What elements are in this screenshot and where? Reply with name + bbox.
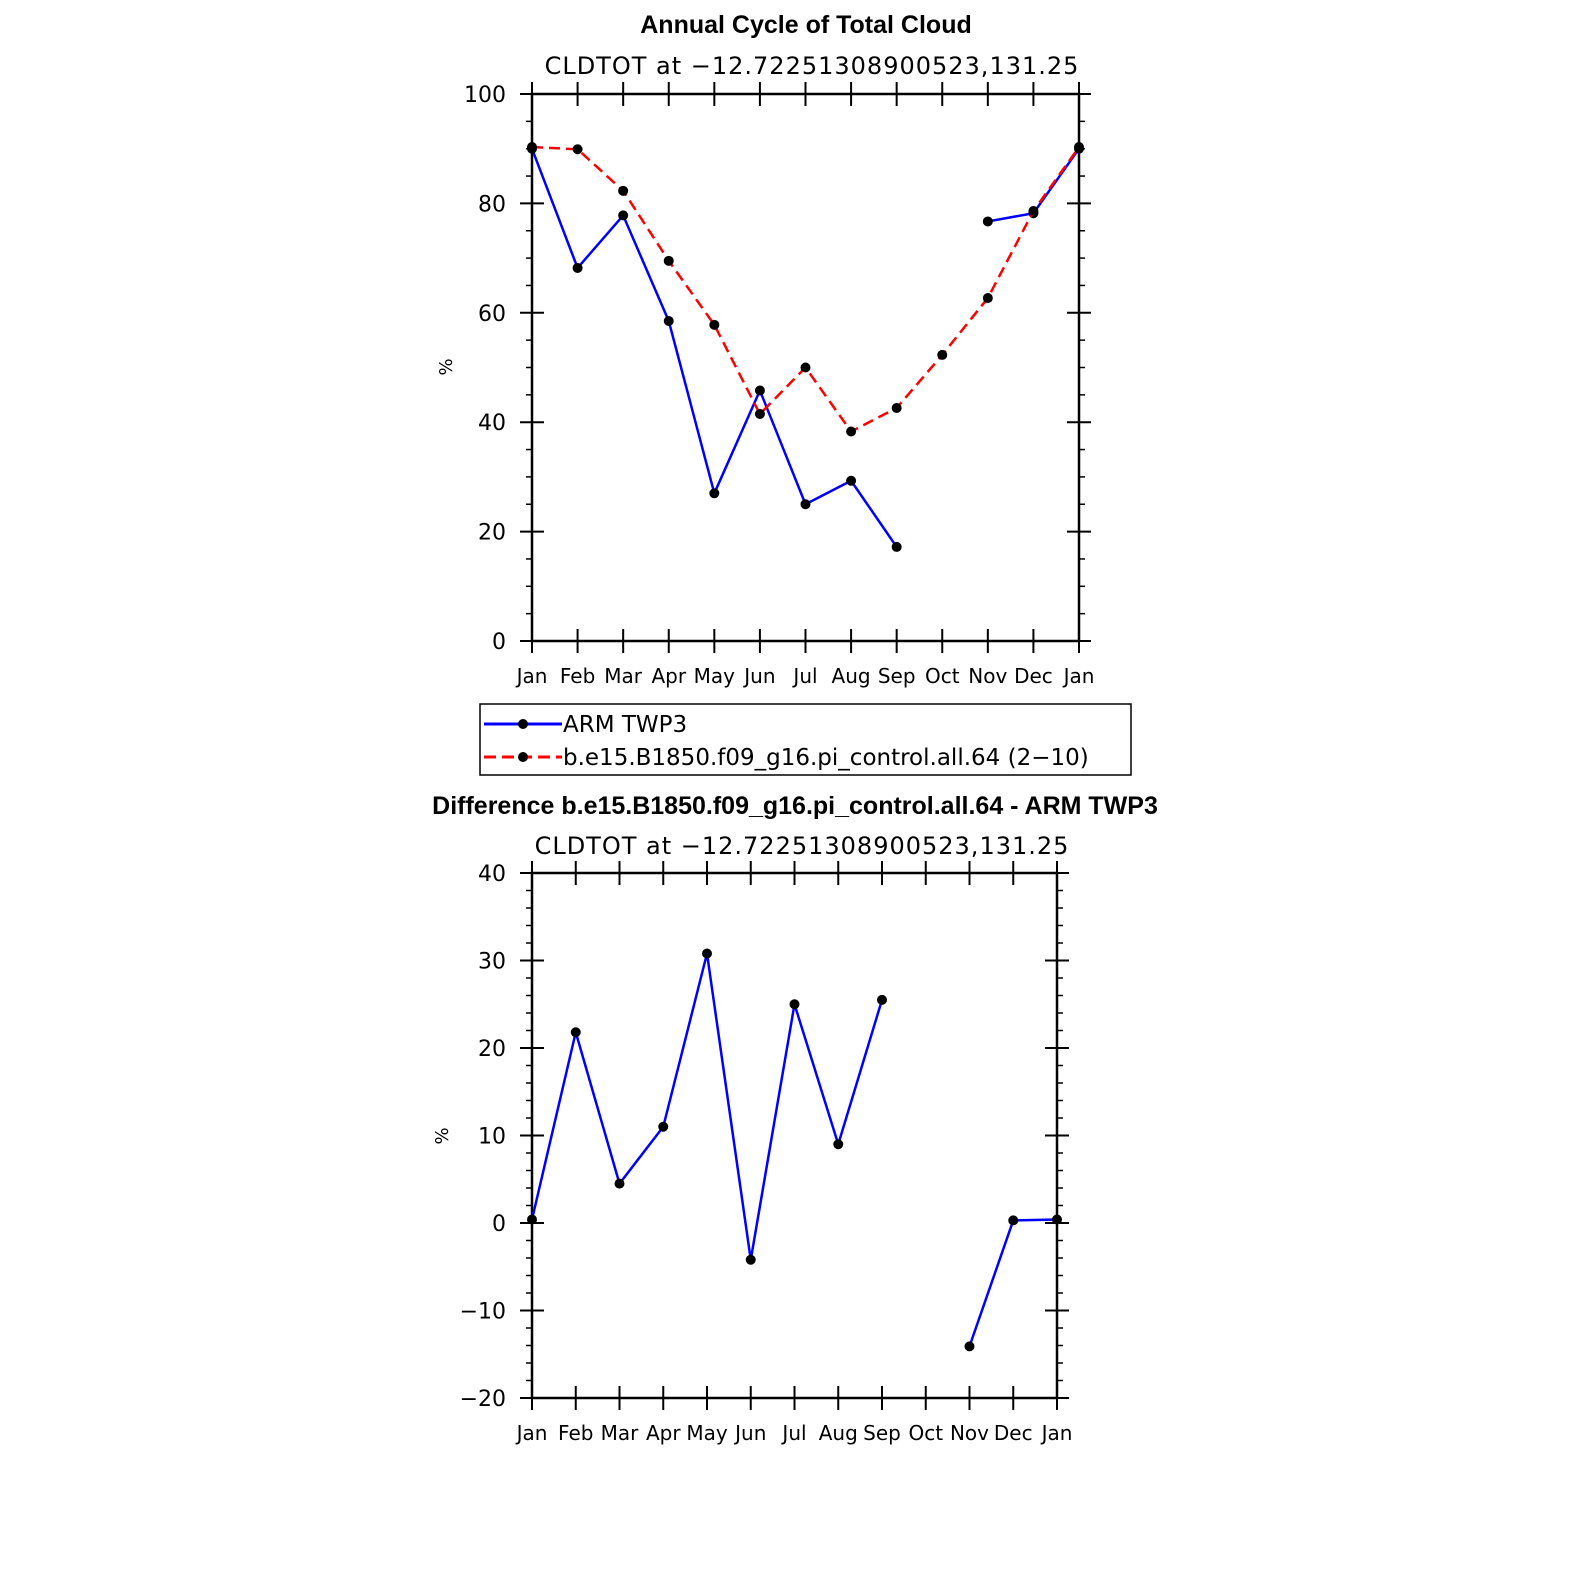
legend-label-model: b.e15.B1850.f09_g16.pi_control.all.64 (2…: [563, 745, 1089, 771]
top-chart-ylabel: %: [436, 358, 457, 375]
top-series-1-point: [891, 402, 902, 413]
bottom-series-0-point: [1052, 1214, 1062, 1225]
top-series-1-point: [663, 255, 674, 266]
legend-box: [479, 703, 1132, 776]
bottom-series-0-point: [570, 1027, 581, 1038]
bottom-series-0-line: [530, 952, 884, 1261]
top-chart-subtitle: CLDTOT at −12.72251308900523,131.25: [545, 52, 1080, 80]
top-xtick-label: Apr: [651, 664, 686, 688]
bottom-chart-title: Difference b.e15.B1850.f09_g16.pi_contro…: [432, 792, 1158, 820]
bottom-xtick-label: Apr: [646, 1421, 681, 1445]
top-xtick-label: Jan: [515, 664, 548, 688]
top-series-0-point: [754, 385, 765, 396]
top-chart-title: Annual Cycle of Total Cloud: [640, 11, 971, 39]
bottom-series-0-point: [1008, 1215, 1019, 1226]
top-xtick-label: Oct: [925, 664, 960, 688]
top-series-1-point: [937, 349, 948, 360]
bottom-ytick-label: 30: [478, 950, 506, 975]
legend-marker-model: [518, 752, 528, 762]
bottom-ytick-label: 40: [478, 862, 506, 887]
top-series-0-point: [800, 499, 811, 510]
bottom-series-0-point: [658, 1121, 669, 1132]
bottom-chart-ylabel: %: [432, 1127, 453, 1144]
bottom-xtick-label: Jul: [780, 1421, 806, 1445]
bottom-series-0-point: [614, 1178, 625, 1189]
bottom-xtick-label: Jun: [733, 1421, 766, 1445]
bottom-series-0-point: [702, 948, 712, 959]
top-ytick-label: 0: [492, 630, 506, 655]
bottom-xtick-label: Aug: [819, 1421, 858, 1445]
bottom-chart-subtitle: CLDTOT at −12.72251308900523,131.25: [535, 832, 1070, 860]
top-series-1-point: [709, 319, 720, 330]
bottom-series-0-point: [745, 1254, 756, 1265]
legend-marker-arm: [518, 719, 528, 729]
top-xtick-label: Jan: [1062, 664, 1095, 688]
bottom-series-0-point: [789, 999, 800, 1010]
top-xtick-label: Mar: [604, 664, 643, 688]
bottom-ytick-label: 20: [478, 1037, 506, 1062]
top-xtick-label: Jun: [742, 664, 775, 688]
bottom-xtick-label: Jan: [515, 1421, 548, 1445]
bottom-xtick-label: Oct: [908, 1421, 943, 1445]
top-series-1-point: [800, 362, 811, 373]
top-series-1-point: [846, 426, 857, 437]
top-xtick-label: Sep: [878, 664, 916, 688]
top-xtick-label: Jul: [791, 664, 817, 688]
bottom-ytick-label: 10: [478, 1125, 506, 1150]
bottom-chart-plot: Jan Feb Mar Apr May Jun Jul Aug Sep Oct Nov Dec Jan−…: [460, 861, 1073, 1445]
top-series-0-point: [891, 541, 902, 552]
top-series-1-point: [527, 142, 537, 153]
bottom-ytick-label: −20: [460, 1387, 506, 1412]
bottom-xtick-label: Nov: [950, 1421, 989, 1445]
top-series-1-point: [754, 408, 765, 419]
top-ytick-label: 60: [478, 302, 506, 327]
top-series-0-point: [663, 316, 674, 327]
bottom-series-0-point: [833, 1139, 844, 1150]
bottom-series-0-point: [877, 994, 887, 1005]
top-xtick-label: Aug: [832, 664, 871, 688]
bottom-ytick-label: −10: [460, 1300, 506, 1325]
top-series-0-point: [846, 475, 857, 486]
bottom-xtick-label: Dec: [994, 1421, 1033, 1445]
top-xtick-label: Dec: [1014, 664, 1053, 688]
bottom-ytick-label: 0: [492, 1212, 506, 1237]
bottom-series-0-point: [964, 1341, 975, 1352]
top-xtick-label: May: [694, 664, 736, 688]
top-ytick-label: 100: [464, 83, 506, 108]
top-series-1-point: [982, 293, 993, 304]
bottom-series-0-line: [968, 1218, 1058, 1347]
bottom-xtick-label: Mar: [601, 1421, 640, 1445]
top-series-1-point: [1074, 142, 1084, 153]
top-series-0-line: [530, 148, 898, 548]
top-xtick-label: Nov: [968, 664, 1007, 688]
bottom-series-0-point: [527, 1214, 537, 1225]
top-chart-plot: Jan Feb Mar Apr May Jun Jul Aug Sep Oct Nov Dec Jan 0…: [464, 82, 1094, 688]
top-xtick-label: Feb: [560, 664, 595, 688]
top-ytick-label: 80: [478, 192, 506, 217]
top-series-1-point: [618, 185, 629, 196]
top-series-0-point: [709, 488, 720, 499]
top-series-1-point: [572, 144, 583, 155]
top-series-0-point: [618, 210, 629, 221]
bottom-xtick-label: May: [686, 1421, 728, 1445]
bottom-xtick-label: Feb: [558, 1421, 593, 1445]
top-ytick-label: 20: [478, 521, 506, 546]
top-series-0-point: [572, 262, 583, 273]
legend: ARM TWP3 b.e15.B1850.f09_g16.pi_control.…: [479, 703, 1132, 776]
top-series-1-point: [1028, 206, 1039, 217]
legend-label-arm: ARM TWP3: [563, 712, 687, 738]
top-ytick-label: 40: [478, 411, 506, 436]
top-series-0-point: [982, 216, 993, 227]
bottom-xtick-label: Jan: [1040, 1421, 1073, 1445]
bottom-xtick-label: Sep: [863, 1421, 901, 1445]
top-series-1-line: [531, 145, 1081, 433]
